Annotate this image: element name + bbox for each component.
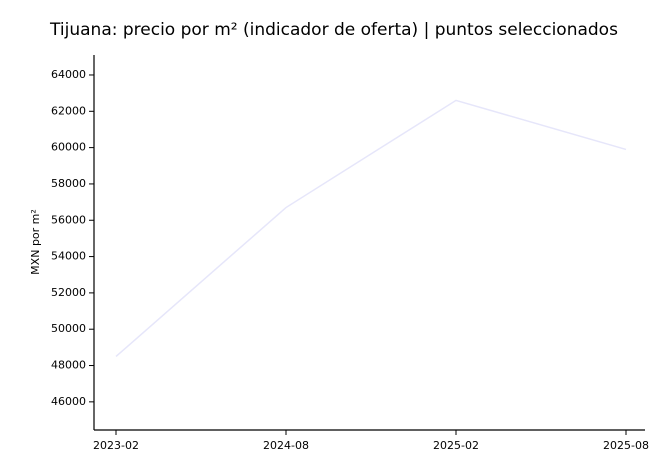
x-tick-label: 2024-08 [263, 439, 309, 452]
y-tick-label: 60000 [51, 141, 86, 154]
y-tick-label: 46000 [51, 395, 86, 408]
chart-title: Tijuana: precio por m² (indicador de ofe… [49, 20, 618, 40]
y-tick-label: 52000 [51, 286, 86, 299]
y-tick-label: 56000 [51, 213, 86, 226]
y-tick-label: 48000 [51, 359, 86, 372]
data-line [115, 99, 627, 358]
x-tick-label: 2023-02 [93, 439, 139, 452]
y-tick-label: 50000 [51, 322, 86, 335]
y-tick-label: 58000 [51, 177, 86, 190]
y-tick-label: 54000 [51, 250, 86, 263]
x-tick-label: 2025-02 [433, 439, 479, 452]
y-axis-label: MXN por m² [29, 209, 42, 275]
x-tick-label: 2025-08 [603, 439, 649, 452]
y-tick-label: 62000 [51, 104, 86, 117]
y-tick-label: 64000 [51, 68, 86, 81]
